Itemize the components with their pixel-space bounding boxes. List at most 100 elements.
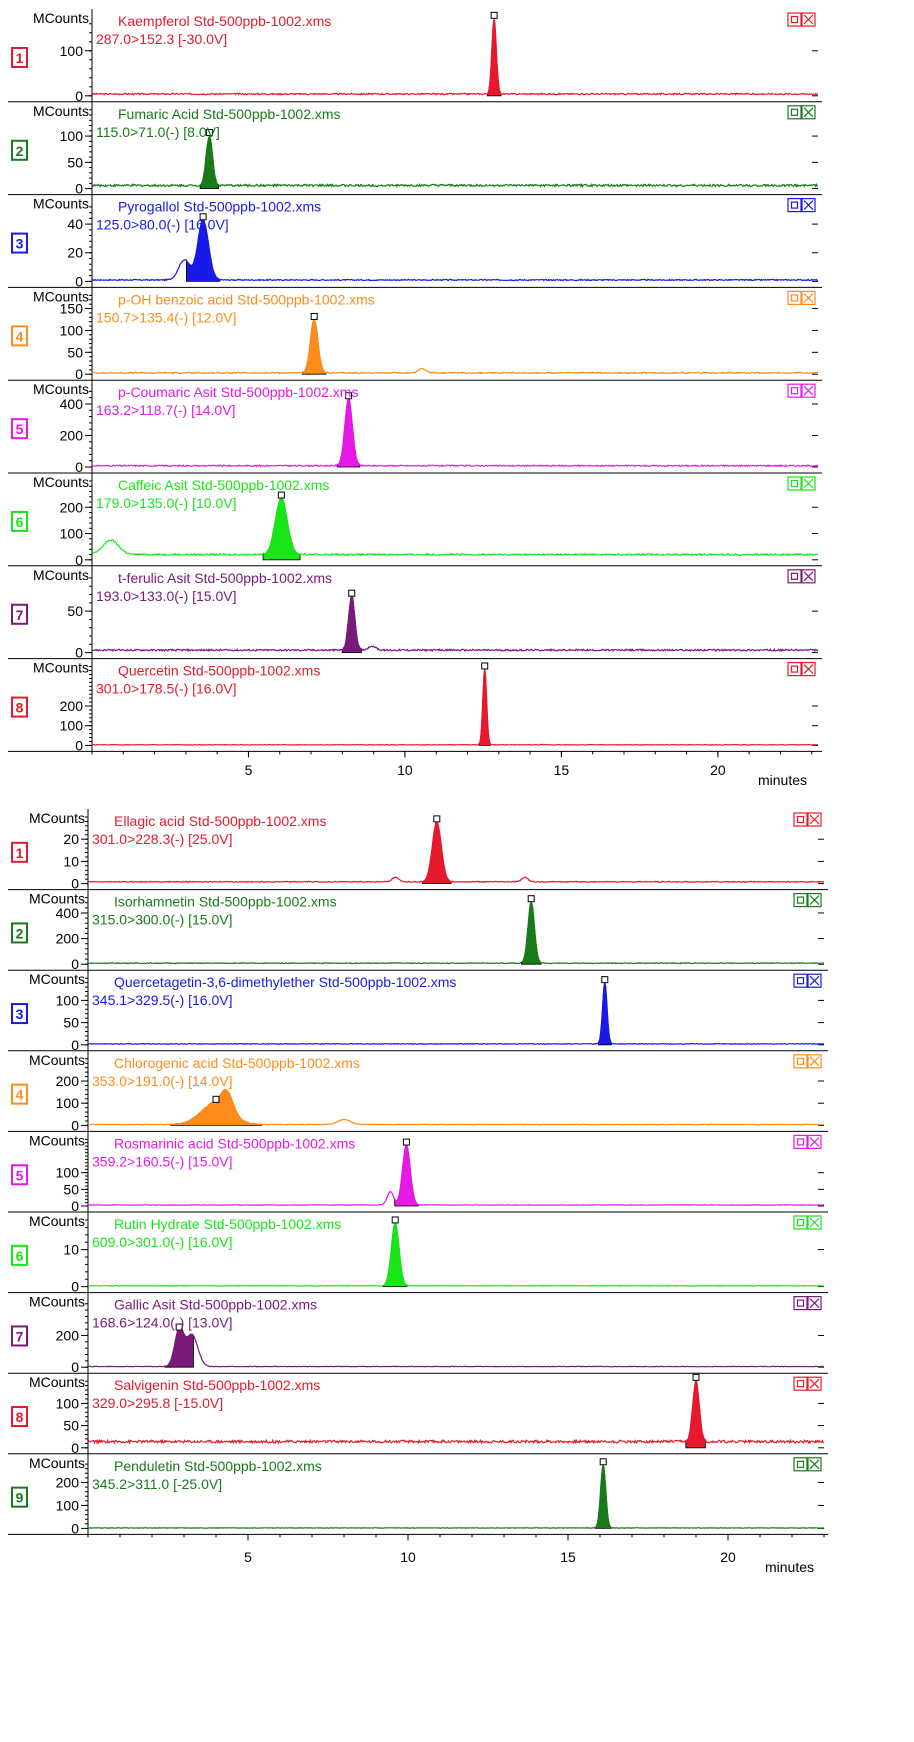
- trace-name: Chlorogenic acid Std-500ppb-1002.xms: [114, 1055, 360, 1071]
- panel-1-8: MCounts 8 0 100 200 Quercetin Std-500ppb-1002…: [8, 660, 822, 753]
- peak-fill: [594, 1464, 612, 1529]
- panel-1-2: MCounts 2 0 50 100 Fumaric Acid Std-500ppb-10…: [8, 103, 822, 197]
- y-tick-label: 0: [75, 273, 83, 289]
- y-axis-label: MCounts: [29, 1455, 85, 1471]
- panel-index-box: [11, 325, 28, 347]
- panel-index-label: 3: [16, 236, 24, 252]
- peak-apex-marker: [433, 815, 441, 823]
- restore-icon-inner: [796, 1138, 805, 1146]
- panel-index-label: 7: [16, 1328, 24, 1344]
- y-tick-label: 200: [56, 1474, 80, 1490]
- restore-icon-inner: [790, 294, 799, 302]
- restore-icon-inner: [790, 108, 799, 116]
- y-tick-label: 100: [56, 1095, 80, 1111]
- panel-1-5: MCounts 5 0 200 400 p-Coumaric Asit Std-500pp…: [8, 381, 822, 475]
- y-axis-label: MCounts: [33, 660, 89, 676]
- y-tick-label: 0: [75, 181, 83, 197]
- trace-name: Ellagic acid Std-500ppb-1002.xms: [114, 813, 326, 829]
- y-tick-label: 20: [63, 831, 79, 847]
- restore-icon: [787, 569, 802, 584]
- restore-icon: [793, 1376, 808, 1391]
- peak-fill: [422, 821, 452, 884]
- panel-1-4: MCounts 4 0 50 100 150 p-OH benzoic acid Std-5…: [8, 288, 822, 382]
- y-axis-label: MCounts: [29, 1213, 85, 1229]
- restore-icon-inner: [796, 977, 805, 985]
- y-tick-label: 0: [71, 1520, 79, 1536]
- panel-2-8: MCounts 8 0 50 100 Salvigenin Std-500ppb-1002…: [8, 1373, 828, 1456]
- trace-transition: 168.6>124.0(-) [13.0V]: [92, 1315, 233, 1331]
- panel-index-box: [11, 1486, 28, 1508]
- close-icon-x: [803, 292, 814, 303]
- panel-index-box: [11, 1164, 28, 1186]
- trace-line: [87, 982, 825, 1046]
- trace-line: [91, 595, 819, 653]
- trace-transition: 345.1>329.5(-) [16.0V]: [92, 992, 233, 1008]
- trace-line: [91, 135, 819, 188]
- x-tick-label: 20: [720, 1549, 736, 1565]
- trace-transition: 353.0>191.0(-) [14.0V]: [92, 1073, 233, 1089]
- y-axis-label: MCounts: [29, 971, 85, 987]
- restore-icon: [793, 1215, 808, 1230]
- panel-index-box: [11, 1406, 28, 1428]
- panel-2-2: MCounts 2 0 200 400 Isorhamnetin Std-500ppb-1…: [8, 891, 828, 972]
- peak-apex-marker: [402, 1138, 410, 1146]
- peak-apex-marker: [527, 895, 535, 903]
- restore-icon: [787, 12, 802, 27]
- trace-transition: 163.2>118.7(-) [14.0V]: [96, 402, 235, 418]
- x-axis-label: minutes: [765, 1559, 814, 1575]
- y-axis-label: MCounts: [33, 103, 89, 119]
- y-tick-label: 0: [71, 1037, 79, 1053]
- peak-apex-marker: [205, 129, 213, 137]
- close-icon-x: [809, 1459, 820, 1470]
- panel-index-box: [11, 603, 28, 625]
- panel-index-box: [11, 418, 28, 440]
- close-icon-x: [803, 385, 814, 396]
- y-tick-label: 100: [56, 1497, 80, 1513]
- x-tick-label: 20: [710, 762, 726, 778]
- restore-icon-inner: [790, 479, 799, 488]
- trace-name: Fumaric Acid Std-500ppb-1002.xms: [118, 106, 341, 122]
- panel-index-label: 8: [16, 700, 24, 716]
- trace-line: [88, 1464, 825, 1529]
- y-tick-label: 100: [60, 526, 84, 542]
- trace-transition: 609.0>301.0(-) [16.0V]: [92, 1234, 233, 1250]
- panel-index-label: 4: [16, 1087, 24, 1103]
- y-tick-label: 100: [60, 128, 84, 144]
- panel-2-4: MCounts 4 0 100 200 Chlorogenic acid Std-500p…: [8, 1052, 828, 1133]
- peak-apex-marker: [490, 11, 498, 19]
- x-tick-label: 5: [245, 762, 253, 778]
- trace-line: [87, 1326, 825, 1368]
- peak-apex-marker: [692, 1373, 700, 1381]
- close-icon-x: [809, 1136, 820, 1147]
- panel-index-label: 6: [16, 1248, 24, 1264]
- close-icon-x: [803, 14, 814, 25]
- restore-icon-inner: [796, 815, 805, 824]
- y-tick-label: 200: [56, 1073, 80, 1089]
- peak-apex-marker: [601, 976, 609, 984]
- trace-name: Rosmarinic acid Std-500ppb-1002.xms: [114, 1135, 355, 1151]
- trace-line: [91, 497, 819, 557]
- y-tick-label: 100: [56, 992, 80, 1008]
- y-tick-label: 100: [56, 1165, 80, 1181]
- x-axis-label: minutes: [758, 772, 807, 788]
- trace-name: Gallic Asit Std-500ppb-1002.xms: [114, 1297, 317, 1313]
- trace-transition: 301.0>228.3(-) [25.0V]: [92, 831, 233, 847]
- trace-transition: 345.2>311.0 [-25.0V]: [92, 1476, 222, 1492]
- trace-transition: 287.0>152.3 [-30.0V]: [96, 31, 227, 47]
- close-icon-x: [809, 895, 820, 906]
- panel-index-label: 7: [16, 607, 24, 623]
- trace-line: [91, 319, 819, 375]
- y-tick-label: 50: [67, 344, 83, 360]
- close-icon-x: [803, 200, 814, 211]
- y-tick-label: 400: [56, 905, 80, 921]
- y-axis-label: MCounts: [33, 10, 89, 26]
- y-tick-label: 0: [75, 645, 83, 661]
- panel-index-label: 9: [16, 1490, 24, 1506]
- y-axis-label: MCounts: [33, 288, 89, 304]
- panel-index-box: [11, 1003, 28, 1025]
- trace-name: p-Coumaric Asit Std-500ppb-1002.xms: [118, 384, 358, 400]
- y-tick-label: 150: [60, 301, 84, 317]
